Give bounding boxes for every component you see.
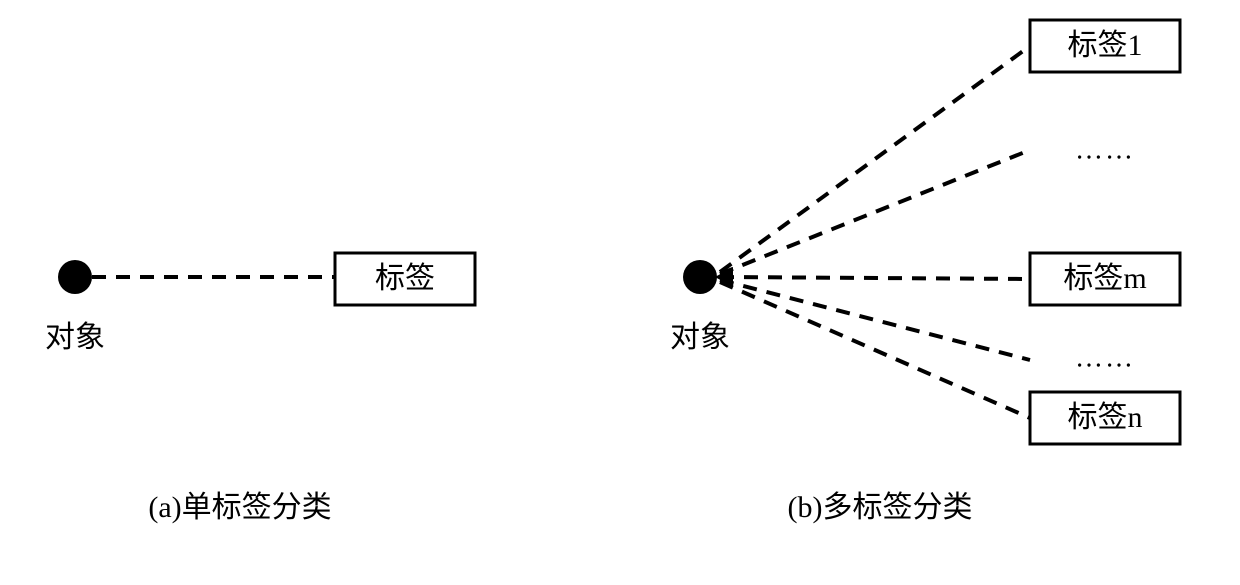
diagram-canvas: 对象 标签 (a)单标签分类 对象 标签1 标签m 标签n …… …… (b)多标签分类	[0, 0, 1240, 585]
edge-b-0	[720, 46, 1030, 272]
ellipsis-b-0: ……	[1075, 134, 1135, 165]
label-box-text-a: 标签	[375, 262, 435, 295]
label-box-text-b-0: 标签1	[1068, 29, 1143, 62]
panel-a: 对象 标签 (a)单标签分类	[45, 253, 475, 524]
edge-b-1	[720, 150, 1030, 274]
object-label-a: 对象	[45, 321, 105, 354]
panel-b: 对象 标签1 标签m 标签n …… …… (b)多标签分类	[670, 20, 1180, 524]
caption-a: (a)单标签分类	[148, 491, 331, 524]
caption-b: (b)多标签分类	[788, 491, 973, 524]
label-box-text-b-1: 标签m	[1063, 262, 1146, 295]
object-label-b: 对象	[670, 321, 730, 354]
object-node-a	[58, 260, 92, 294]
ellipsis-b-1: ……	[1075, 342, 1135, 373]
label-box-text-b-2: 标签n	[1068, 401, 1143, 434]
object-node-b	[683, 260, 717, 294]
edge-b-2	[720, 277, 1030, 279]
